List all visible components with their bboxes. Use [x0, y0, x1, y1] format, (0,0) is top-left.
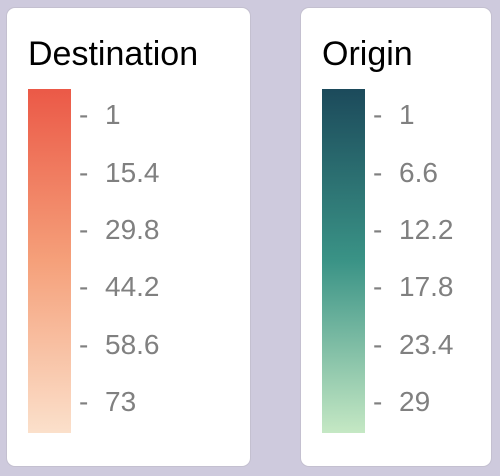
tick-label: -23.4 — [373, 330, 454, 360]
tick-mark: - — [79, 386, 89, 417]
tick-label: -1 — [373, 100, 415, 130]
tick-value: 6.6 — [399, 157, 438, 188]
tick-mark: - — [373, 271, 383, 302]
tick-mark: - — [79, 99, 89, 130]
tick-mark: - — [79, 271, 89, 302]
tick-mark: - — [373, 99, 383, 130]
tick-value: 29.8 — [105, 214, 160, 245]
tick-label: -29 — [373, 387, 430, 417]
tick-value: 29 — [399, 386, 431, 417]
color-gradient-bar — [322, 89, 365, 433]
tick-mark: - — [79, 157, 89, 188]
tick-value: 58.6 — [105, 329, 160, 360]
tick-label: -73 — [79, 387, 136, 417]
color-gradient-bar — [28, 89, 71, 433]
tick-label: -17.8 — [373, 272, 454, 302]
tick-label: -29.8 — [79, 215, 160, 245]
tick-mark: - — [79, 329, 89, 360]
tick-value: 1 — [105, 99, 121, 130]
destination-legend: Destination -1 -15.4 -29.8 -44.2 -58.6 -… — [6, 7, 251, 467]
tick-value: 44.2 — [105, 271, 160, 302]
tick-mark: - — [373, 329, 383, 360]
tick-mark: - — [373, 386, 383, 417]
tick-value: 17.8 — [399, 271, 454, 302]
tick-value: 23.4 — [399, 329, 454, 360]
tick-value: 12.2 — [399, 214, 454, 245]
legend-title: Destination — [28, 35, 199, 73]
tick-label: -12.2 — [373, 215, 454, 245]
tick-label: -1 — [79, 100, 121, 130]
tick-mark: - — [373, 214, 383, 245]
tick-value: 73 — [105, 386, 137, 417]
legend-title: Origin — [322, 35, 413, 73]
tick-mark: - — [373, 157, 383, 188]
tick-label: -6.6 — [373, 158, 438, 188]
tick-value: 15.4 — [105, 157, 160, 188]
tick-value: 1 — [399, 99, 415, 130]
origin-legend: Origin -1 -6.6 -12.2 -17.8 -23.4 -29 — [300, 7, 492, 467]
tick-mark: - — [79, 214, 89, 245]
tick-label: -44.2 — [79, 272, 160, 302]
tick-label: -58.6 — [79, 330, 160, 360]
tick-label: -15.4 — [79, 158, 160, 188]
